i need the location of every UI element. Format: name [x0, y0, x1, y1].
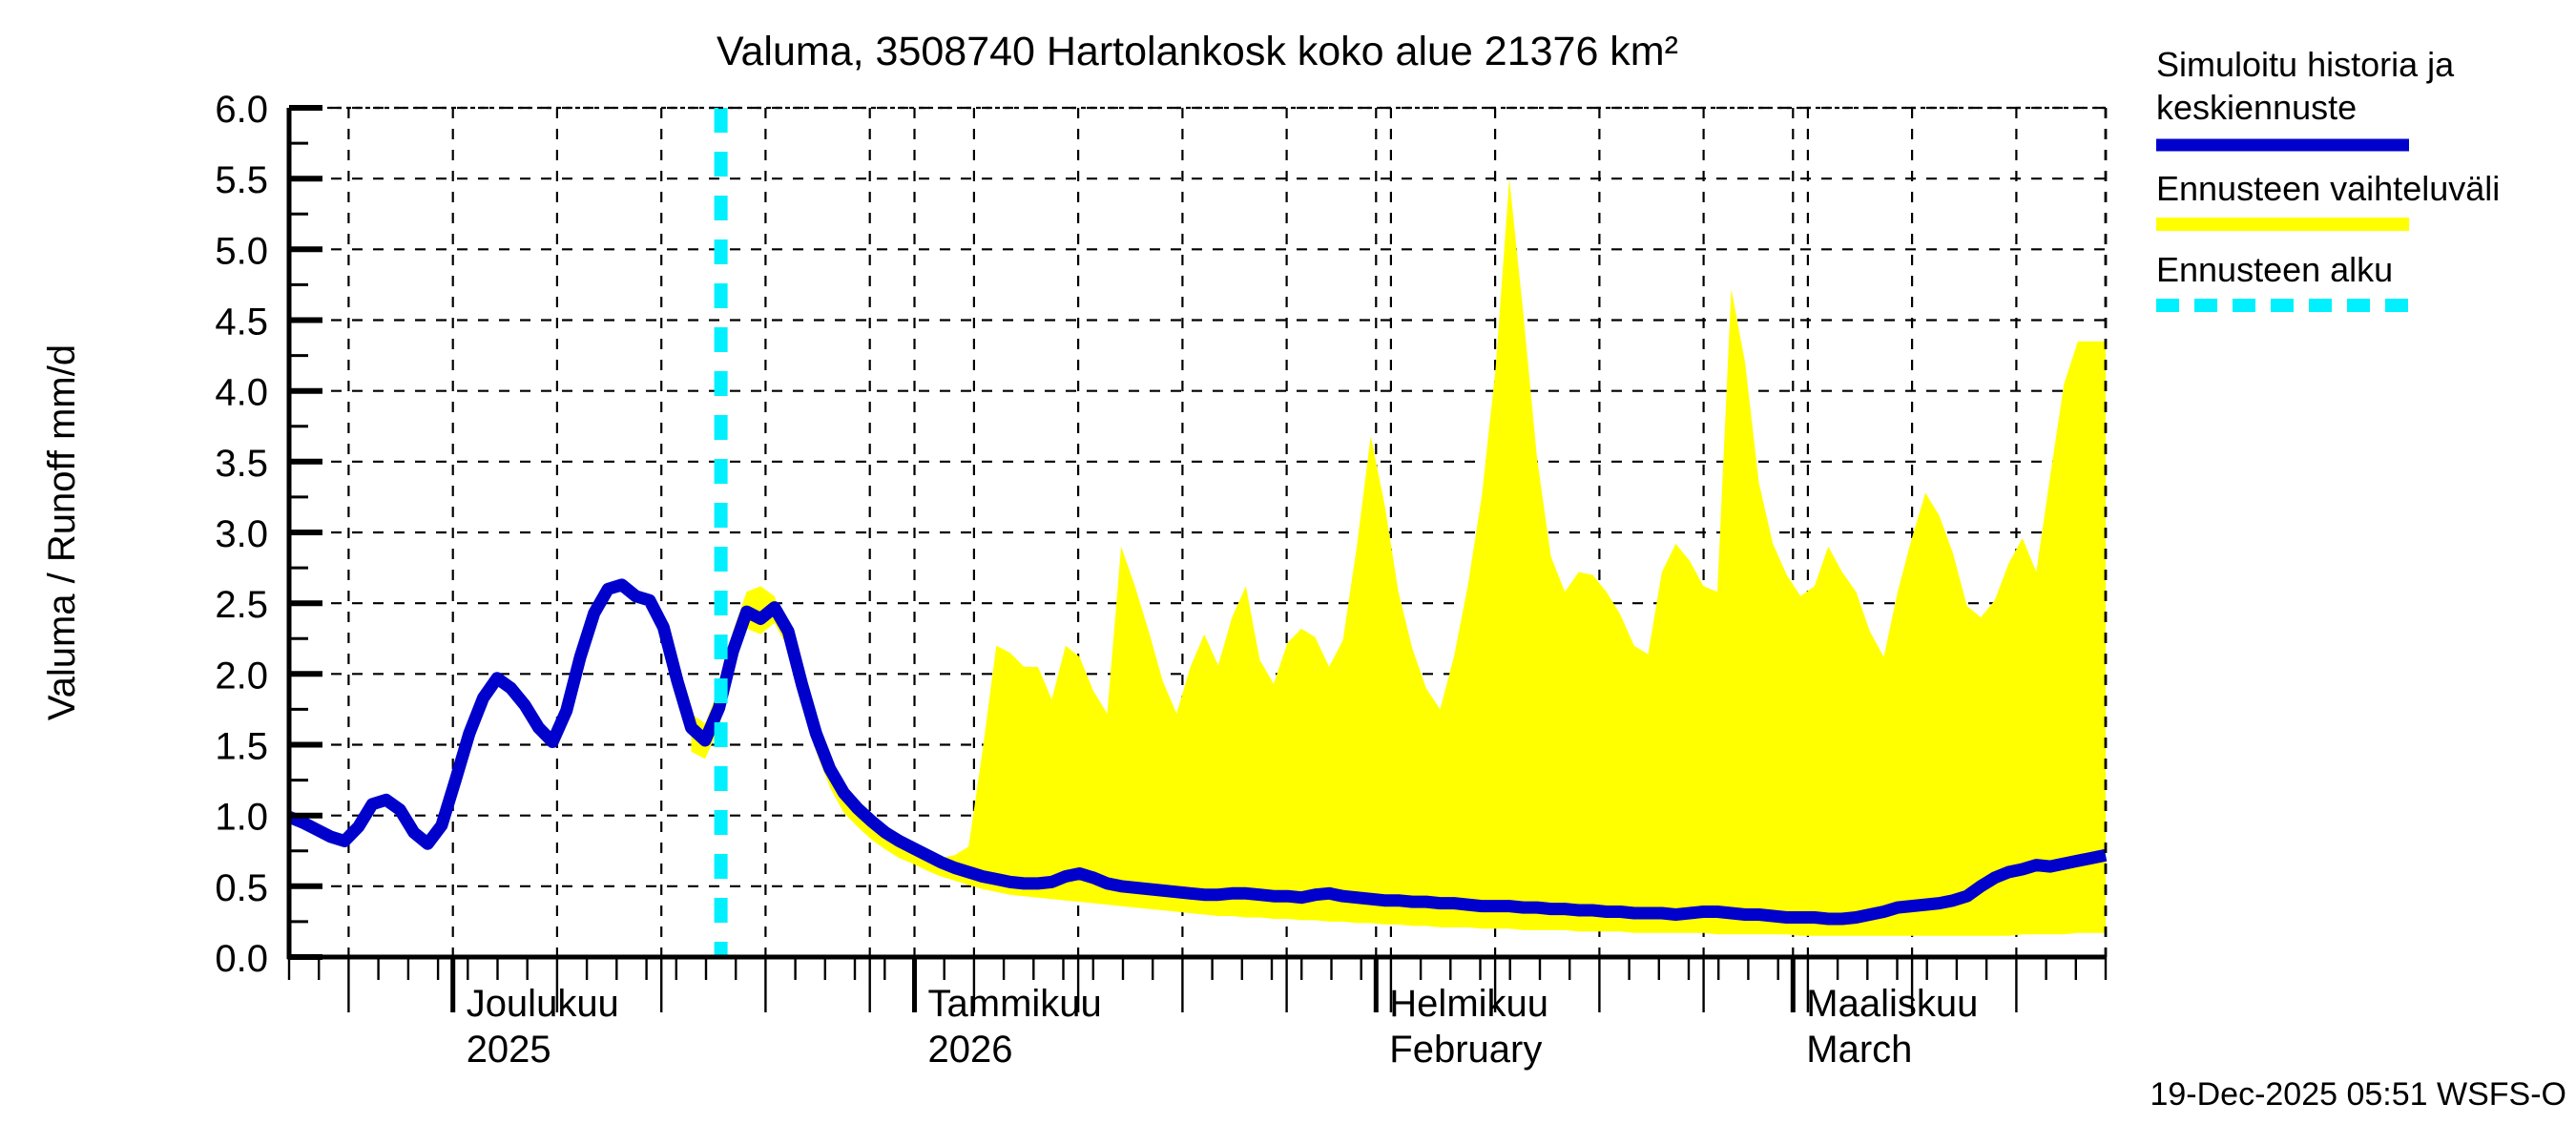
legend-label: keskiennuste — [2156, 88, 2357, 127]
y-tick-label: 4.0 — [215, 372, 268, 414]
y-tick-label: 2.5 — [215, 584, 268, 626]
y-axis-title: Valuma / Runoff mm/d — [41, 344, 83, 720]
legend-swatch-range-band — [2156, 218, 2409, 231]
y-tick-label: 3.0 — [215, 513, 268, 555]
chart-legend: Simuloitu historia ja keskiennuste Ennuste… — [2156, 45, 2500, 312]
legend-label: Ennusteen vaihteluväli — [2156, 169, 2500, 208]
x-axis-month-label: Maaliskuu — [1806, 983, 1978, 1025]
y-tick-label: 2.0 — [215, 655, 268, 697]
y-tick-label: 1.5 — [215, 726, 268, 768]
y-tick-label: 3.5 — [215, 443, 268, 485]
x-axis-month-label: Joulukuu — [467, 983, 619, 1025]
legend-label: Simuloitu historia ja — [2156, 45, 2455, 84]
y-tick-label: 0.0 — [215, 938, 268, 980]
x-axis-year-label: 2025 — [467, 1029, 551, 1071]
x-axis-year-label: February — [1389, 1029, 1542, 1071]
y-tick-label: 5.0 — [215, 230, 268, 272]
x-axis-year-label: March — [1806, 1029, 1912, 1071]
y-tick-label: 1.0 — [215, 797, 268, 839]
y-tick-label: 6.0 — [215, 89, 268, 131]
forecast-range-band — [691, 178, 2106, 936]
footer-timestamp: 19-Dec-2025 05:51 WSFS-O — [2150, 1076, 2566, 1113]
y-tick-label: 5.5 — [215, 159, 268, 201]
mean-forecast-line — [286, 578, 2108, 926]
x-axis-ticks — [287, 957, 2108, 1012]
chart-title: Valuma, 3508740 Hartolankosk koko alue 2… — [717, 29, 1678, 74]
x-axis-month-label: Tammikuu — [928, 983, 1102, 1025]
legend-label: Ennusteen alku — [2156, 250, 2393, 289]
x-axis-year-label: 2026 — [928, 1029, 1013, 1071]
y-axis-ticks: 0.0 0.5 1.0 1.5 2.0 2.5 3.0 3.5 4.0 4.5 5.0 5.5 6.0 — [215, 89, 322, 980]
y-tick-label: 4.5 — [215, 302, 268, 344]
x-axis-month-label: Helmikuu — [1389, 983, 1548, 1025]
y-tick-label: 0.5 — [215, 867, 268, 909]
